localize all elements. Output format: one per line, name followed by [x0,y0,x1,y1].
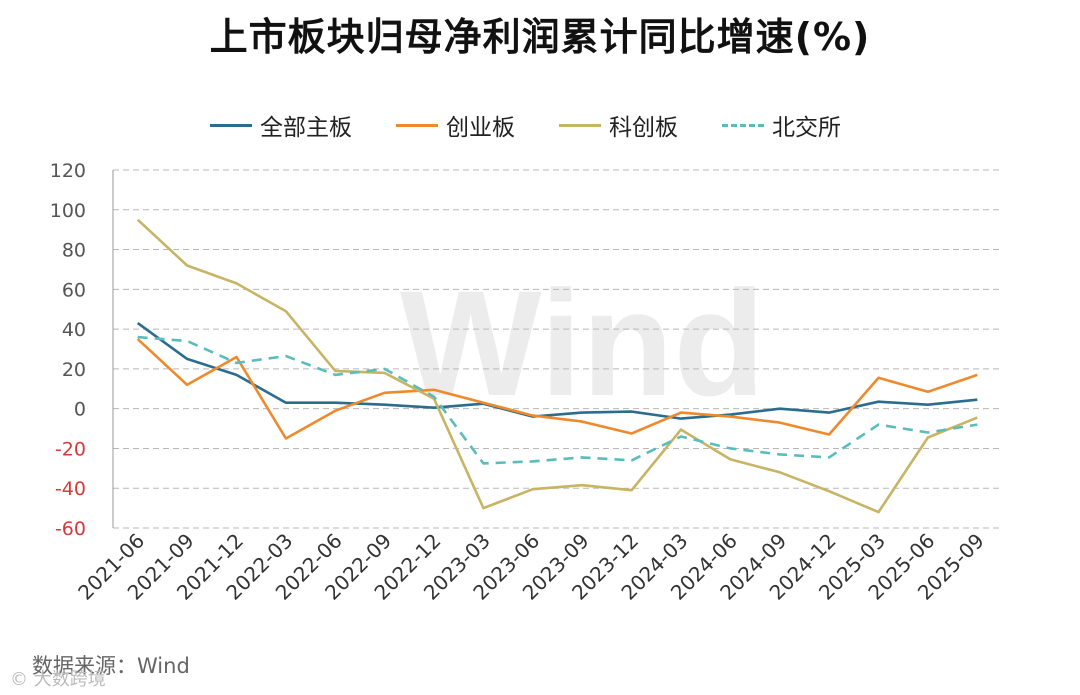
legend-item: 全部主板 [210,108,352,142]
legend-swatch [396,123,438,127]
legend-swatch [559,123,601,127]
y-tick-label: 80 [62,240,86,262]
legend-swatch [210,123,252,127]
y-tick-label: -20 [55,438,86,460]
y-tick-label: 100 [50,200,86,222]
chart-title: 上市板块归母净利润累计同比增速(%) [209,15,871,59]
legend-item: 北交所 [722,108,841,142]
legend-label: 北交所 [772,115,841,141]
wind-watermark: Wind [400,259,765,427]
legend-item: 创业板 [396,108,515,142]
y-tick-label: 0 [74,399,86,421]
y-tick-label: -40 [55,478,86,500]
y-tick-label: 60 [62,279,86,301]
legend-item: 科创板 [559,108,678,142]
series-line [137,335,978,465]
series-line [136,218,978,514]
y-tick-label: 120 [50,160,86,182]
legend-label: 创业板 [446,115,515,141]
legend-label: 全部主板 [260,115,352,141]
series-line [136,338,978,440]
y-tick-label: 40 [62,319,86,341]
series-line [136,322,978,420]
source-note: 数据来源：Wind [32,654,190,678]
y-tick-label: -60 [55,518,86,540]
legend-swatch [722,123,764,127]
y-tick-label: 20 [62,359,86,381]
watermark-badge: © 大数跨境 [10,669,106,690]
legend-label: 科创板 [609,115,678,141]
legend: 全部主板 创业板 科创板 北交所 [210,108,885,142]
